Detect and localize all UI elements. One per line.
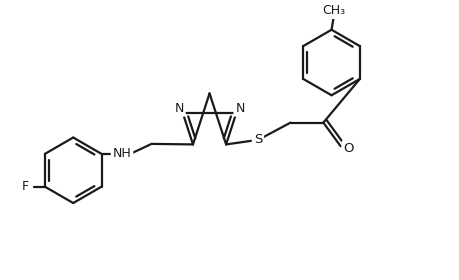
Text: CH₃: CH₃: [322, 4, 345, 17]
Text: O: O: [343, 142, 353, 155]
Text: N: N: [235, 102, 244, 115]
Text: N: N: [174, 102, 184, 115]
Text: S: S: [253, 133, 262, 146]
Text: F: F: [22, 180, 29, 193]
Text: NH: NH: [112, 147, 131, 160]
